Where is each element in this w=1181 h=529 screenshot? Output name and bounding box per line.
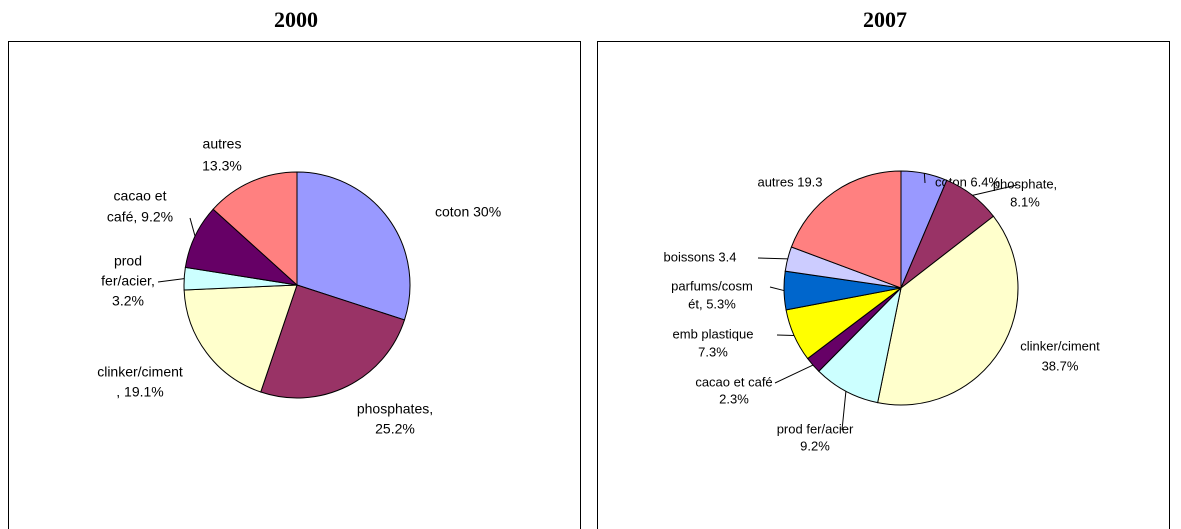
leader-line	[757, 257, 788, 260]
data-label: cacao et café	[695, 374, 772, 389]
chart-title: 2000	[274, 7, 318, 32]
leader-line	[774, 364, 814, 384]
leader-line	[157, 278, 185, 283]
data-label: 3.2%	[112, 293, 144, 309]
pie-slice	[212, 171, 298, 287]
data-label: autres 19.3	[757, 174, 822, 189]
data-label: boissons 3.4	[664, 249, 737, 264]
data-label: 9.2%	[800, 438, 830, 453]
data-label: prod fer/acier	[777, 421, 854, 436]
data-label: coton 30%	[435, 204, 501, 220]
leader-line	[769, 286, 785, 292]
pie-slice	[183, 284, 298, 393]
data-label: ét, 5.3%	[688, 296, 736, 311]
leader-line	[923, 173, 926, 184]
pie-slice	[790, 170, 902, 289]
data-label: , 19.1%	[116, 384, 163, 400]
pie-slice	[296, 171, 411, 321]
data-label: clinker/ciment	[1020, 338, 1100, 353]
leader-line	[841, 391, 847, 431]
leader-line	[189, 217, 196, 237]
data-label: emb plastique	[673, 326, 754, 341]
data-label: cacao et	[114, 188, 167, 204]
data-label: parfums/cosm	[671, 278, 753, 293]
data-label: 38.7%	[1042, 358, 1079, 373]
data-label: phosphates,	[357, 401, 433, 417]
data-label: 8.1%	[1010, 194, 1040, 209]
chart-title: 2007	[863, 7, 907, 32]
data-label: phosphate,	[993, 176, 1057, 191]
leader-line	[972, 184, 1018, 196]
data-label: café, 9.2%	[107, 209, 173, 225]
data-label: 7.3%	[698, 344, 728, 359]
data-label: clinker/ciment	[97, 364, 183, 380]
data-label: prod	[114, 253, 142, 269]
data-label: autres	[203, 136, 242, 152]
data-label: fer/acier,	[101, 273, 155, 289]
pie-slice	[877, 215, 1019, 406]
data-label: 2.3%	[719, 391, 749, 406]
pie-slice	[260, 284, 406, 399]
data-label: 13.3%	[202, 158, 242, 174]
data-label: 25.2%	[375, 421, 415, 437]
